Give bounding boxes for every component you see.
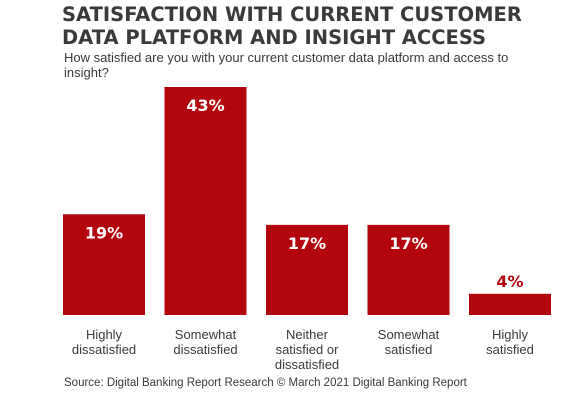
- category-label-5: Highly satisfied: [486, 327, 534, 357]
- bar-1: [63, 214, 145, 315]
- bar-2: [164, 87, 247, 315]
- category-label-3: Neither satisfied or dissatisfied: [275, 327, 339, 372]
- bar-4: [367, 224, 450, 315]
- bar-value-label-3: 17%: [288, 234, 326, 253]
- bar-value-label-5: 4%: [496, 272, 523, 291]
- chart-title: SATISFACTION WITH CURRENT CUSTOMER DATA …: [62, 3, 522, 49]
- bar-value-label-2: 43%: [186, 96, 224, 115]
- source-note: Source: Digital Banking Report Research …: [64, 377, 467, 389]
- category-label-2: Somewhat dissatisfied: [173, 327, 237, 357]
- category-label-1: Highly dissatisfied: [72, 327, 136, 357]
- bar-value-label-4: 17%: [389, 234, 427, 253]
- chart-subtitle: How satisfied are you with your current …: [64, 50, 509, 80]
- bar-3: [266, 224, 348, 315]
- bar-value-label-1: 19%: [85, 223, 123, 242]
- bar-5: [469, 293, 551, 315]
- category-label-4: Somewhat satisfied: [378, 327, 440, 357]
